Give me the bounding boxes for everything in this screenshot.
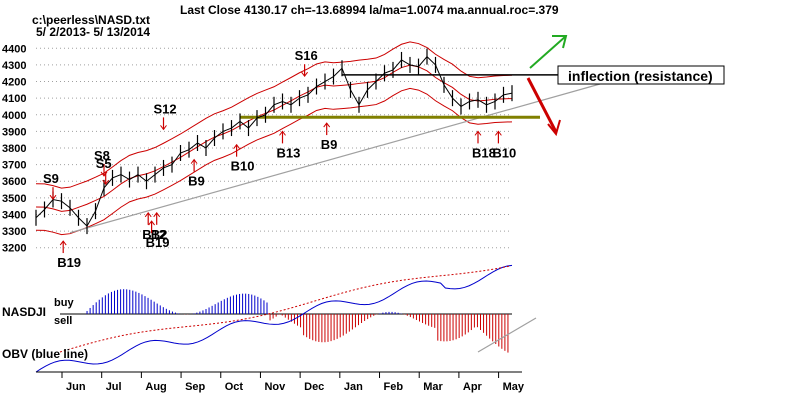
buy-arrowhead [190, 158, 198, 164]
sell-arrowhead [102, 179, 110, 186]
month-label: Aug [145, 381, 166, 393]
buy-arrowhead [148, 220, 156, 226]
buy-signal-label: B13 [277, 145, 301, 160]
buy-signal-label: B9 [188, 174, 205, 189]
buy-signal-label: B9 [321, 137, 338, 152]
date-range: 5/ 2/2013- 5/ 13/2014 [36, 25, 150, 39]
sell-arrowhead [160, 125, 167, 131]
down-arrowhead [547, 119, 561, 137]
month-label: May [503, 381, 525, 393]
buy-signal-label: B12 [142, 227, 166, 242]
buy-arrowhead [59, 240, 67, 246]
y-tick-label: 4400 [2, 43, 26, 55]
indicator-trend-line [477, 317, 537, 353]
axis-layer: 3200 3300 3400 3500 3600 3700 3800 3900 4000 4100… [2, 43, 525, 393]
month-label: Apr [463, 381, 483, 393]
sell-arrowhead [49, 194, 57, 201]
buy-arrowhead [279, 130, 286, 136]
up-arrow [529, 35, 567, 69]
month-label: Jan [344, 381, 363, 393]
y-tick-label: 4200 [2, 77, 26, 89]
buy-signal-label: B10 [231, 159, 255, 174]
sell-signal-label: S16 [295, 48, 318, 63]
sell-signal-label: S8 [94, 148, 110, 163]
month-label: Feb [384, 381, 404, 393]
sell-label: sell [54, 315, 72, 327]
price-layer [35, 48, 513, 235]
upper-band [35, 41, 513, 189]
y-tick-label: 3400 [2, 209, 26, 221]
buy-signal-label: B2 [151, 227, 168, 242]
month-label: Jun [66, 381, 86, 393]
nasdji-label: NASDJI [2, 305, 46, 319]
buy-signal-label: B10 [492, 145, 516, 160]
y-tick-label: 3200 [2, 243, 26, 255]
y-tick-label: 3900 [2, 126, 26, 138]
buy-arrowhead [144, 211, 152, 218]
sell-signal-label: S9 [43, 171, 59, 186]
month-label: Jul [106, 381, 122, 393]
month-label: Oct [225, 381, 244, 393]
buy-arrowhead [494, 130, 502, 136]
sell-signal-label: S12 [154, 101, 177, 116]
buy-arrowhead [153, 211, 161, 218]
price-line [35, 55, 513, 227]
obv-ma-line [59, 265, 511, 353]
y-tick-label: 4000 [2, 110, 26, 122]
y-tick-label: 3700 [2, 160, 26, 172]
trend-line [69, 83, 601, 234]
y-tick-label: 3500 [2, 193, 26, 205]
y-tick-label: 4100 [2, 93, 26, 105]
buy-signal-label: B19 [57, 255, 81, 270]
buy-arrowhead [323, 122, 331, 128]
buy-signal-label: B19 [146, 235, 170, 250]
obv-line [35, 264, 513, 373]
buy-signal-label: B18 [472, 145, 496, 160]
sell-arrowhead [301, 71, 309, 78]
buy-arrowhead [474, 130, 482, 136]
obv-label: OBV (blue line) [2, 347, 88, 361]
month-label: Nov [264, 381, 286, 393]
inflection-label: inflection (resistance) [568, 68, 713, 84]
file-label: c:\peerless\NASD.txt [32, 13, 150, 27]
buy-label: buy [54, 297, 74, 309]
y-tick-label: 3300 [2, 226, 26, 238]
indicator-layer [35, 264, 537, 373]
chart-title: Last Close 4130.17 ch=-13.68994 la/ma=1.… [180, 3, 559, 17]
band-layer [35, 41, 601, 236]
y-tick-label: 4300 [2, 60, 26, 72]
inflection-box [557, 65, 725, 85]
lower-band [35, 87, 513, 236]
month-label: Sep [185, 381, 205, 393]
sell-signal-label: S5 [96, 156, 112, 171]
down-arrow [526, 77, 558, 133]
y-tick-label: 3600 [2, 176, 26, 188]
buy-arrowhead [233, 143, 241, 149]
month-label: Mar [423, 381, 443, 393]
up-arrowhead [552, 35, 568, 49]
y-tick-label: 3800 [2, 143, 26, 155]
month-label: Dec [304, 381, 324, 393]
